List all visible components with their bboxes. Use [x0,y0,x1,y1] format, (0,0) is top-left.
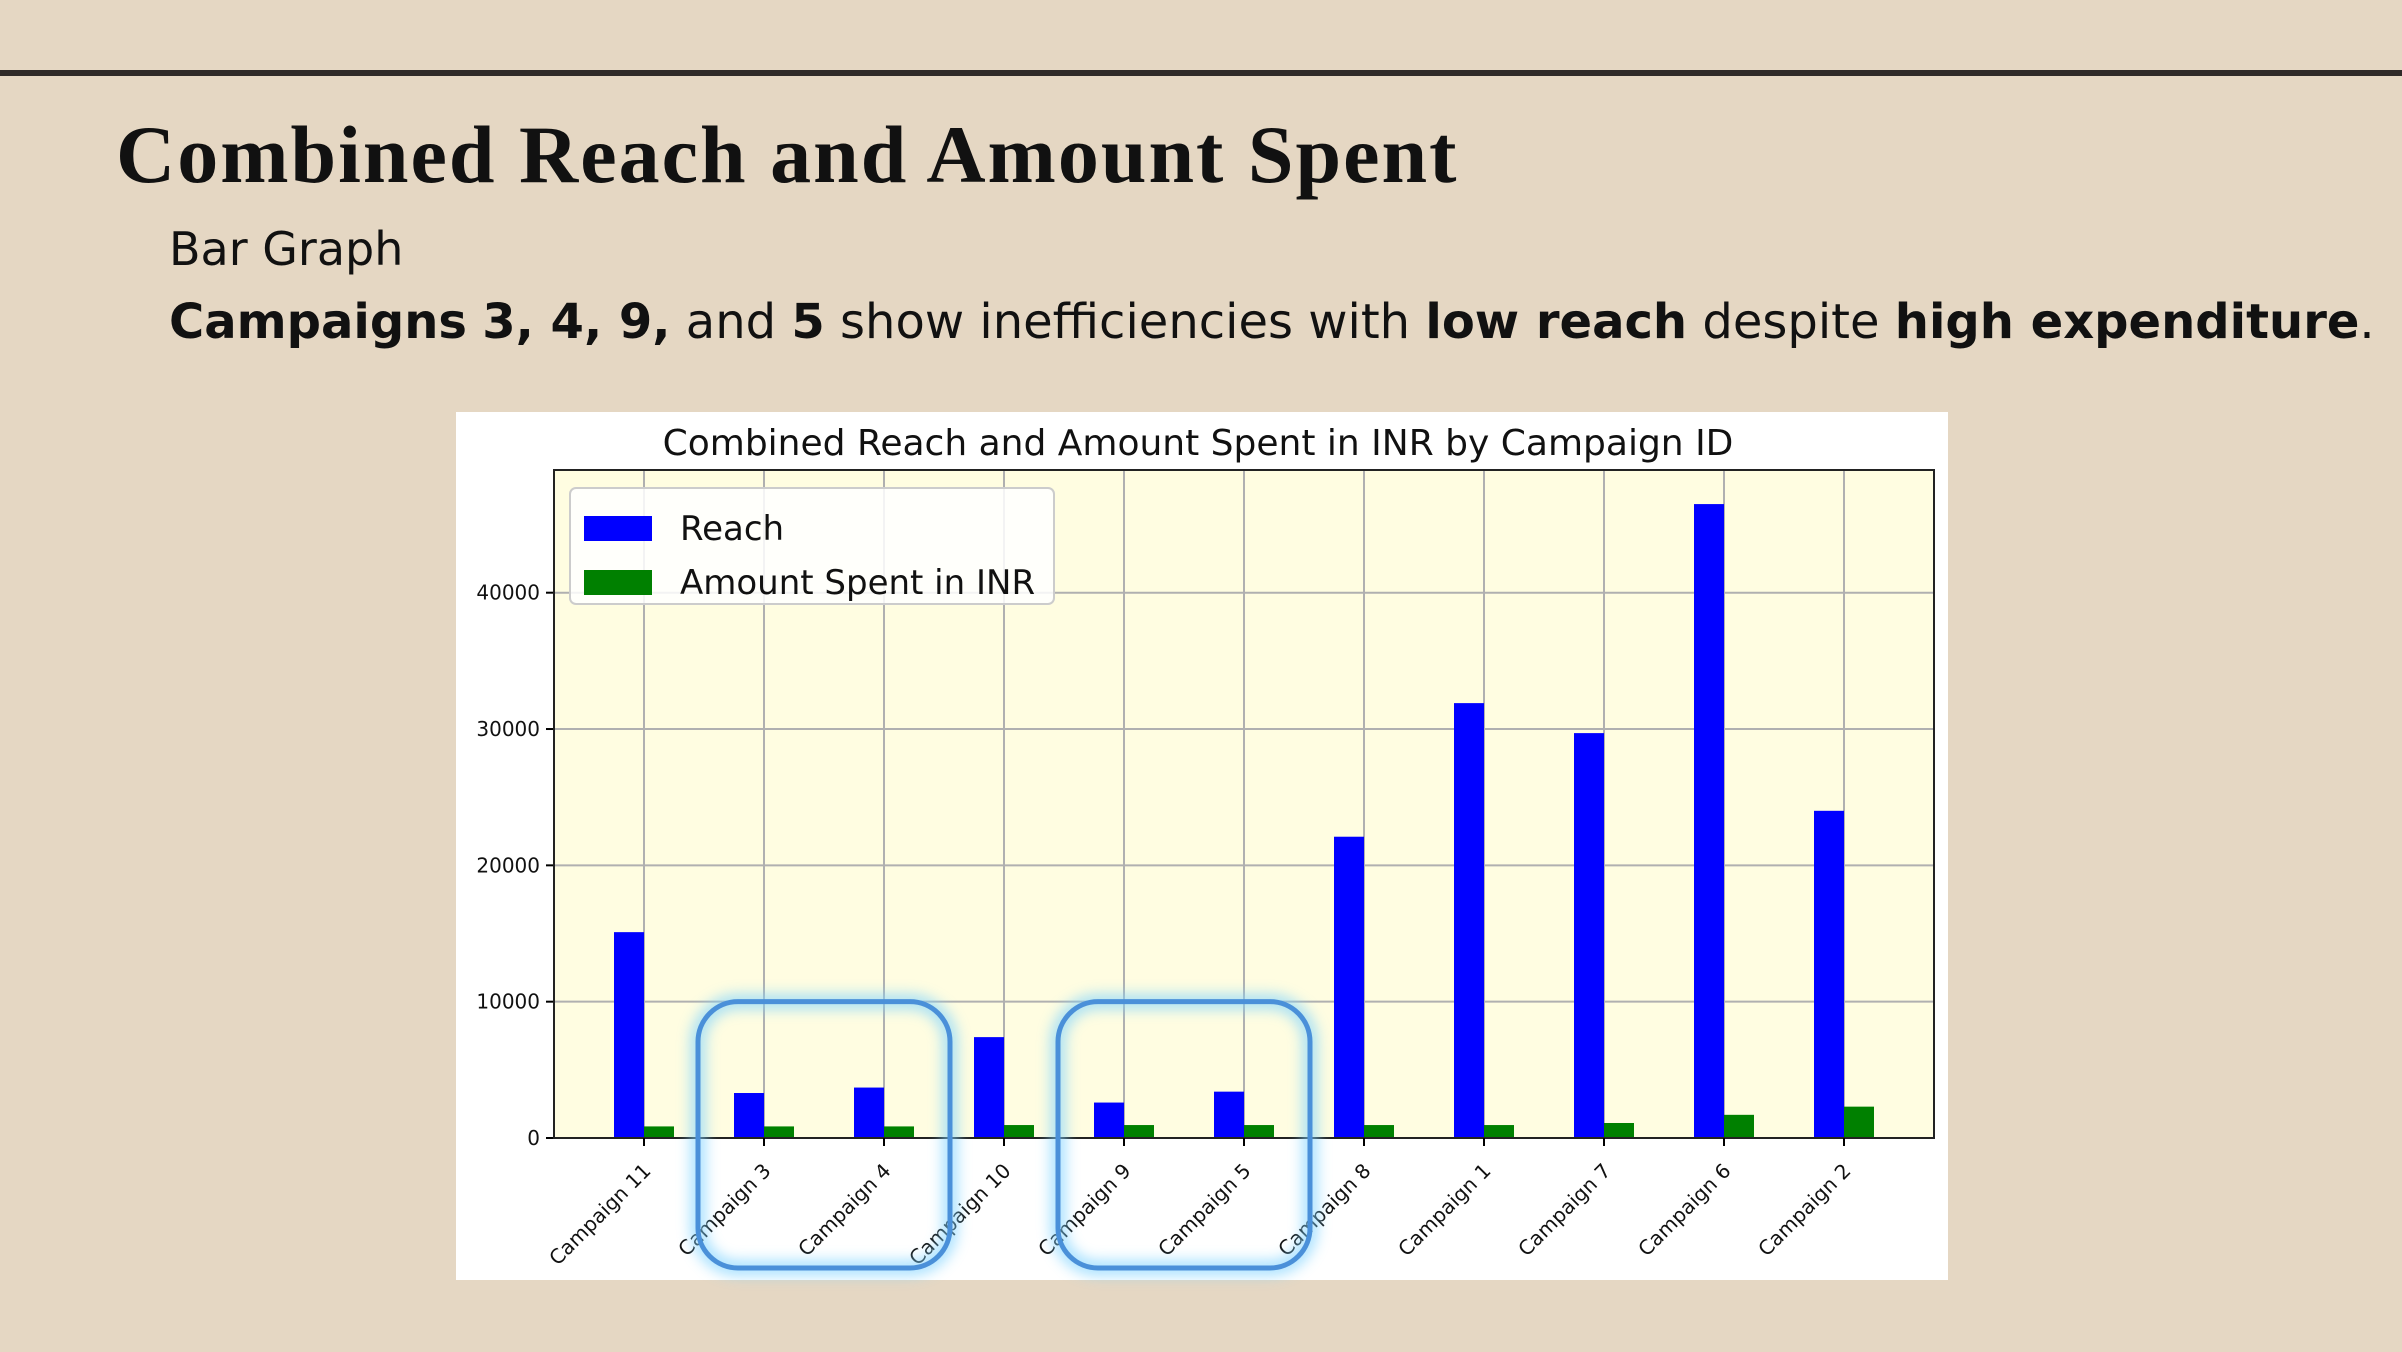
x-tick-label: Campaign 10 [904,1159,1015,1270]
legend-label: Amount Spent in INR [680,563,1035,603]
legend-swatch [584,570,652,595]
bar-reach [854,1087,884,1138]
bar-amount-spent [764,1126,794,1138]
bar-amount-spent [1604,1123,1634,1138]
bar-reach [974,1037,1004,1138]
x-tick-label: Campaign 11 [544,1159,655,1270]
chart-title: Combined Reach and Amount Spent in INR b… [663,423,1734,464]
finding-last-campaign: 5 [791,294,825,350]
top-divider [0,70,2402,76]
bar-amount-spent [1364,1125,1394,1138]
finding-and: and [685,294,777,350]
slide-title: Combined Reach and Amount Spent [116,109,1459,200]
bar-amount-spent [1244,1125,1274,1138]
x-tick-label: Campaign 3 [673,1159,775,1261]
finding-despite: despite [1702,294,1880,350]
x-tick-label: Campaign 9 [1033,1159,1135,1261]
finding-campaign-list: 3, 4, 9, [482,294,671,350]
finding-campaigns-label: Campaigns [169,294,467,350]
bar-amount-spent [884,1126,914,1138]
bar-reach [614,932,644,1138]
legend: Reach Amount Spent in INR [569,487,1055,605]
x-tick-label: Campaign 6 [1633,1159,1735,1261]
bar-reach [734,1093,764,1138]
x-tick-label: Campaign 4 [793,1159,895,1261]
legend-swatch [584,516,652,541]
bar-reach [1334,836,1364,1138]
bar-reach [1694,504,1724,1138]
highlight-box [1055,999,1313,1271]
y-tick-label: 20000 [476,853,540,877]
bar-amount-spent [1844,1106,1874,1138]
finding-low-reach: low reach [1425,294,1688,350]
bar-reach [1094,1102,1124,1138]
chart-card: Combined Reach and Amount Spent in INR b… [456,412,1948,1280]
x-tick-label: Campaign 8 [1273,1159,1375,1261]
bar-reach [1214,1091,1244,1138]
slide-subtitle: Bar Graph [169,222,404,276]
bar-amount-spent [1724,1114,1754,1138]
x-tick-label: Campaign 5 [1153,1159,1255,1261]
x-tick-label: Campaign 2 [1753,1159,1855,1261]
y-tick-label: 10000 [476,990,540,1014]
finding-high-expenditure: high expenditure [1894,294,2360,350]
x-tick-label: Campaign 7 [1513,1159,1615,1261]
x-tick-label: Campaign 1 [1393,1159,1495,1261]
bar-amount-spent [644,1126,674,1138]
bar-amount-spent [1004,1125,1034,1138]
legend-box [569,487,1055,605]
bar-amount-spent [1484,1125,1514,1138]
highlight-box [695,999,953,1271]
y-tick-label: 30000 [476,717,540,741]
bar-reach [1814,810,1844,1138]
bar-chart: Combined Reach and Amount Spent in INR b… [476,423,1935,1275]
y-tick-label: 0 [527,1126,540,1150]
bar-reach [1454,703,1484,1138]
finding-middle-text: show inefficiencies with [840,294,1411,350]
finding-period: . [2359,294,2375,350]
bar-reach [1574,733,1604,1138]
legend-label: Reach [680,509,784,549]
finding-sentence: Campaigns 3, 4, 9, and 5 show inefficien… [169,294,2375,350]
y-tick-label: 40000 [476,581,540,605]
bar-amount-spent [1124,1125,1154,1138]
